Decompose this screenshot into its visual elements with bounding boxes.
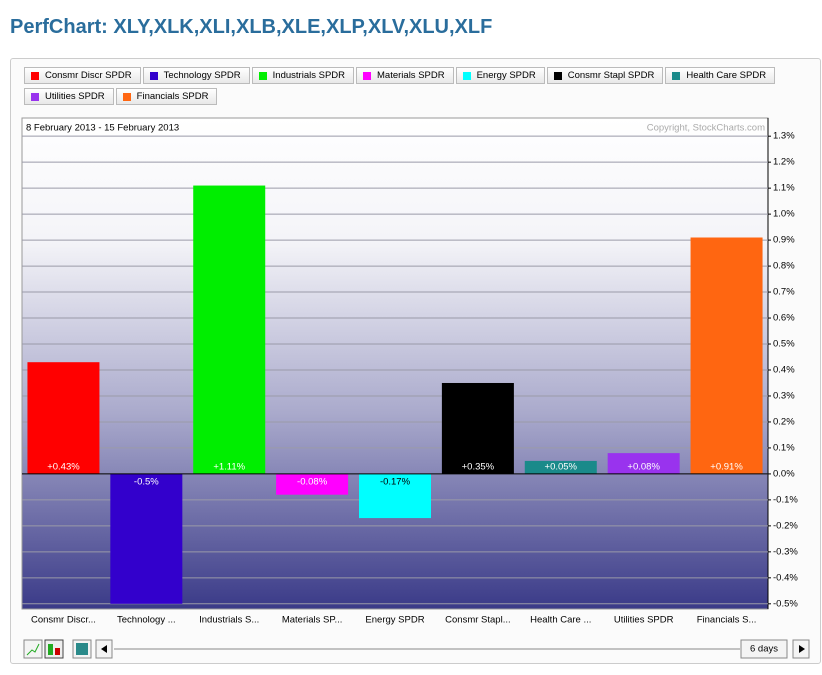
legend-item[interactable]: Industrials SPDR [251, 67, 355, 84]
x-tick-label: Industrials S... [199, 615, 259, 626]
legend-swatch [149, 71, 158, 80]
legend-swatch [462, 71, 471, 80]
color-icon [76, 643, 88, 655]
x-tick-label: Materials SP... [282, 615, 343, 626]
toolbar: 6 days [23, 639, 810, 659]
value-label: +0.91% [710, 461, 743, 472]
legend-swatch [363, 71, 372, 80]
y-tick-label: 0.8% [773, 261, 795, 272]
y-tick-label: 1.1% [773, 183, 795, 194]
legend-label: Energy SPDR [476, 70, 536, 81]
bar-icon [55, 648, 60, 655]
y-tick-label: -0.5% [773, 598, 798, 609]
value-label: +0.08% [627, 461, 660, 472]
y-tick-label: 1.0% [773, 209, 795, 220]
y-tick-label: 0.5% [773, 339, 795, 350]
legend-swatch [553, 71, 562, 80]
x-tick-label: Technology ... [117, 615, 176, 626]
bar [690, 237, 763, 474]
legend-label: Health Care SPDR [686, 70, 767, 81]
line-mode-button[interactable] [23, 639, 43, 659]
value-label: +1.11% [213, 461, 245, 472]
y-tick-label: 0.6% [773, 313, 795, 324]
value-label: -0.08% [297, 476, 328, 487]
x-tick-label: Utilities SPDR [614, 615, 674, 626]
x-tick-label: Consmr Stapl... [445, 615, 510, 626]
line-icon [26, 643, 40, 656]
legend-label: Consmr Stapl SPDR [567, 70, 655, 81]
period-box[interactable] [740, 639, 788, 659]
legend-label: Materials SPDR [377, 70, 445, 81]
legend-swatch [31, 71, 39, 80]
value-label: +0.43% [47, 461, 80, 472]
y-tick-label: -0.4% [773, 572, 798, 583]
legend-swatch [258, 71, 267, 80]
legend-label: Consmr Discr SPDR [45, 70, 132, 81]
value-label: +0.35% [462, 461, 495, 472]
arrow-icon [799, 645, 805, 653]
value-label: -0.17% [380, 476, 411, 487]
y-tick-label: 0.7% [773, 287, 795, 298]
y-tick-label: 0.9% [773, 235, 795, 246]
bar [524, 460, 597, 474]
bar [441, 382, 514, 474]
legend-label: Utilities SPDR [45, 91, 105, 102]
y-tick-label: 1.2% [773, 157, 795, 168]
legend-swatch [31, 92, 39, 101]
x-tick-label: Energy SPDR [365, 615, 424, 626]
legend-item[interactable]: Materials SPDR [356, 67, 454, 84]
bar [359, 473, 431, 519]
page-title: PerfChart: XLY,XLK,XLI,XLB,XLE,XLP,XLV,X… [10, 16, 493, 38]
value-label: -0.5% [134, 476, 159, 487]
legend-item[interactable]: Utilities SPDR [24, 88, 114, 105]
bar [193, 185, 266, 474]
y-tick-label: 0.3% [773, 390, 795, 401]
bar-icon [48, 644, 53, 655]
legend-item[interactable]: Financials SPDR [115, 88, 218, 105]
legend-swatch [672, 71, 681, 80]
legend-label: Technology SPDR [163, 70, 241, 81]
bar [607, 453, 680, 474]
legend-label: Financials SPDR [136, 91, 209, 102]
value-label: +0.05% [545, 461, 578, 472]
legend-swatch [122, 92, 131, 101]
copyright: Copyright, StockCharts.com [647, 123, 765, 134]
legend-item[interactable]: Energy SPDR [455, 67, 545, 84]
subtitle: 8 February 2013 - 15 February 2013 [26, 123, 179, 134]
legend-item[interactable]: Consmr Stapl SPDR [546, 67, 664, 84]
y-tick-label: 0.1% [773, 442, 795, 453]
y-tick-label: 0.4% [773, 365, 795, 376]
legend-item[interactable]: Health Care SPDR [665, 67, 776, 84]
y-tick-label: -0.1% [773, 494, 798, 505]
y-tick-label: -0.2% [773, 520, 798, 531]
x-tick-label: Consmr Discr... [31, 615, 96, 626]
arrow-icon [101, 645, 107, 653]
legend-label: Industrials SPDR [272, 70, 346, 81]
y-tick-label: -0.3% [773, 546, 798, 557]
legend: Consmr Discr SPDR Technology SPDR Industri… [24, 67, 814, 105]
bar [27, 362, 100, 474]
y-tick-label: 0.0% [773, 468, 795, 479]
bar [276, 473, 349, 495]
period-label: 6 days [750, 644, 778, 655]
x-tick-label: Health Care ... [530, 615, 591, 626]
legend-item[interactable]: Technology SPDR [142, 67, 250, 84]
bar-mode-button[interactable] [44, 639, 64, 659]
y-tick-label: 0.2% [773, 416, 795, 427]
y-tick-label: 1.3% [773, 131, 795, 142]
legend-item[interactable]: Consmr Discr SPDR [24, 67, 141, 84]
x-tick-label: Financials S... [697, 615, 757, 626]
bar [110, 473, 183, 604]
